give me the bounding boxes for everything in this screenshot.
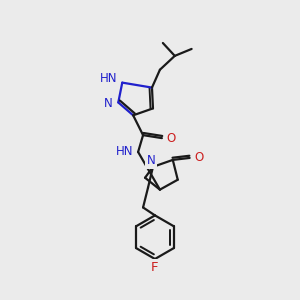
Text: F: F [151, 261, 159, 274]
Text: HN: HN [100, 72, 117, 85]
Text: N: N [147, 154, 155, 167]
Text: HN: HN [116, 146, 133, 158]
Text: N: N [103, 97, 112, 110]
Text: O: O [167, 132, 176, 145]
Text: O: O [195, 152, 204, 164]
